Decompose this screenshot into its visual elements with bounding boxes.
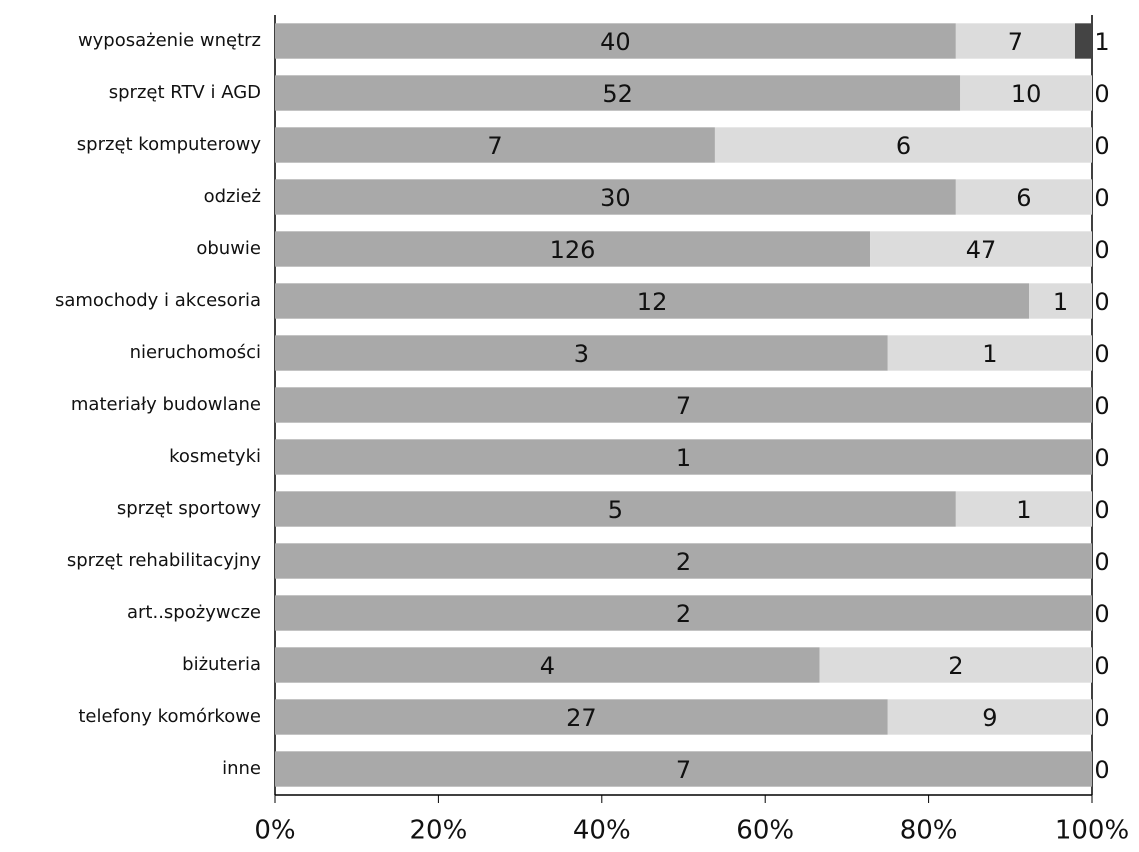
bar bbox=[275, 751, 1092, 787]
bar bbox=[275, 543, 1092, 579]
value-label: 47 bbox=[966, 236, 997, 264]
bar bbox=[275, 23, 956, 59]
bar bbox=[887, 699, 1092, 735]
y-tick-label: sprzęt rehabilitacyjny bbox=[67, 550, 261, 571]
y-tick-label: kosmetyki bbox=[169, 446, 261, 467]
bar bbox=[1029, 283, 1092, 319]
value-label: 0 bbox=[1094, 444, 1109, 472]
value-label: 12 bbox=[637, 288, 668, 316]
bar bbox=[955, 23, 1075, 59]
value-label: 0 bbox=[1094, 652, 1109, 680]
value-label: 0 bbox=[1094, 704, 1109, 732]
bar bbox=[275, 335, 888, 371]
x-tick-label: 100% bbox=[1055, 816, 1129, 846]
x-tick-label: 40% bbox=[573, 816, 631, 846]
value-label: 2 bbox=[948, 652, 963, 680]
value-label: 7 bbox=[487, 132, 502, 160]
value-label: 6 bbox=[1016, 184, 1031, 212]
value-label: 0 bbox=[1094, 184, 1109, 212]
value-label: 7 bbox=[676, 756, 691, 784]
value-label: 40 bbox=[600, 28, 631, 56]
value-label: 0 bbox=[1094, 236, 1109, 264]
bar bbox=[275, 179, 956, 215]
value-label: 2 bbox=[676, 600, 691, 628]
value-label: 5 bbox=[608, 496, 623, 524]
bar bbox=[275, 387, 1092, 423]
y-tick-label: inne bbox=[222, 758, 261, 779]
value-label: 10 bbox=[1011, 80, 1042, 108]
bar bbox=[714, 127, 1092, 163]
value-label: 0 bbox=[1094, 756, 1109, 784]
bar bbox=[275, 231, 871, 267]
bar bbox=[1074, 23, 1092, 59]
value-label: 30 bbox=[600, 184, 631, 212]
y-tick-label: wyposażenie wnętrz bbox=[78, 30, 261, 51]
x-tick-label: 60% bbox=[736, 816, 794, 846]
value-label: 52 bbox=[602, 80, 633, 108]
bar bbox=[275, 595, 1092, 631]
value-label: 1 bbox=[982, 340, 997, 368]
y-tick-label: nieruchomości bbox=[130, 342, 261, 363]
y-tick-label: sprzęt sportowy bbox=[117, 498, 262, 519]
value-label: 0 bbox=[1094, 496, 1109, 524]
bar bbox=[955, 179, 1092, 215]
y-tick-label: biżuteria bbox=[182, 654, 261, 675]
y-tick-label: telefony komórkowe bbox=[78, 706, 261, 727]
y-tick-label: art..spożywcze bbox=[127, 602, 261, 623]
bar bbox=[960, 75, 1092, 111]
value-label: 126 bbox=[550, 236, 596, 264]
value-label: 0 bbox=[1094, 80, 1109, 108]
y-tick-label: sprzęt RTV i AGD bbox=[109, 82, 261, 103]
value-label: 9 bbox=[982, 704, 997, 732]
bar bbox=[275, 699, 888, 735]
bar bbox=[275, 75, 961, 111]
y-tick-label: sprzęt komputerowy bbox=[77, 134, 262, 155]
y-tick-label: samochody i akcesoria bbox=[55, 290, 261, 311]
bar bbox=[275, 491, 956, 527]
bar bbox=[275, 647, 820, 683]
value-label: 3 bbox=[574, 340, 589, 368]
value-label: 2 bbox=[676, 548, 691, 576]
y-tick-label: odzież bbox=[204, 186, 261, 207]
value-label: 1 bbox=[676, 444, 691, 472]
value-label: 0 bbox=[1094, 548, 1109, 576]
value-label: 1 bbox=[1094, 28, 1109, 56]
value-label: 6 bbox=[896, 132, 911, 160]
value-label: 0 bbox=[1094, 132, 1109, 160]
value-label: 4 bbox=[540, 652, 555, 680]
bar bbox=[819, 647, 1092, 683]
bar bbox=[275, 439, 1092, 475]
value-label: 7 bbox=[1008, 28, 1023, 56]
x-tick-label: 0% bbox=[254, 816, 295, 846]
bar bbox=[275, 127, 715, 163]
value-label: 27 bbox=[566, 704, 597, 732]
x-tick-label: 80% bbox=[900, 816, 958, 846]
value-label: 0 bbox=[1094, 340, 1109, 368]
y-tick-label: obuwie bbox=[196, 238, 261, 259]
bar bbox=[955, 491, 1092, 527]
x-tick-label: 20% bbox=[410, 816, 468, 846]
value-label: 0 bbox=[1094, 392, 1109, 420]
bar bbox=[275, 283, 1030, 319]
value-label: 1 bbox=[1053, 288, 1068, 316]
value-label: 0 bbox=[1094, 288, 1109, 316]
value-label: 0 bbox=[1094, 600, 1109, 628]
y-tick-label: materiały budowlane bbox=[71, 394, 261, 415]
value-label: 1 bbox=[1016, 496, 1031, 524]
value-label: 7 bbox=[676, 392, 691, 420]
bar bbox=[887, 335, 1092, 371]
bar bbox=[870, 231, 1092, 267]
